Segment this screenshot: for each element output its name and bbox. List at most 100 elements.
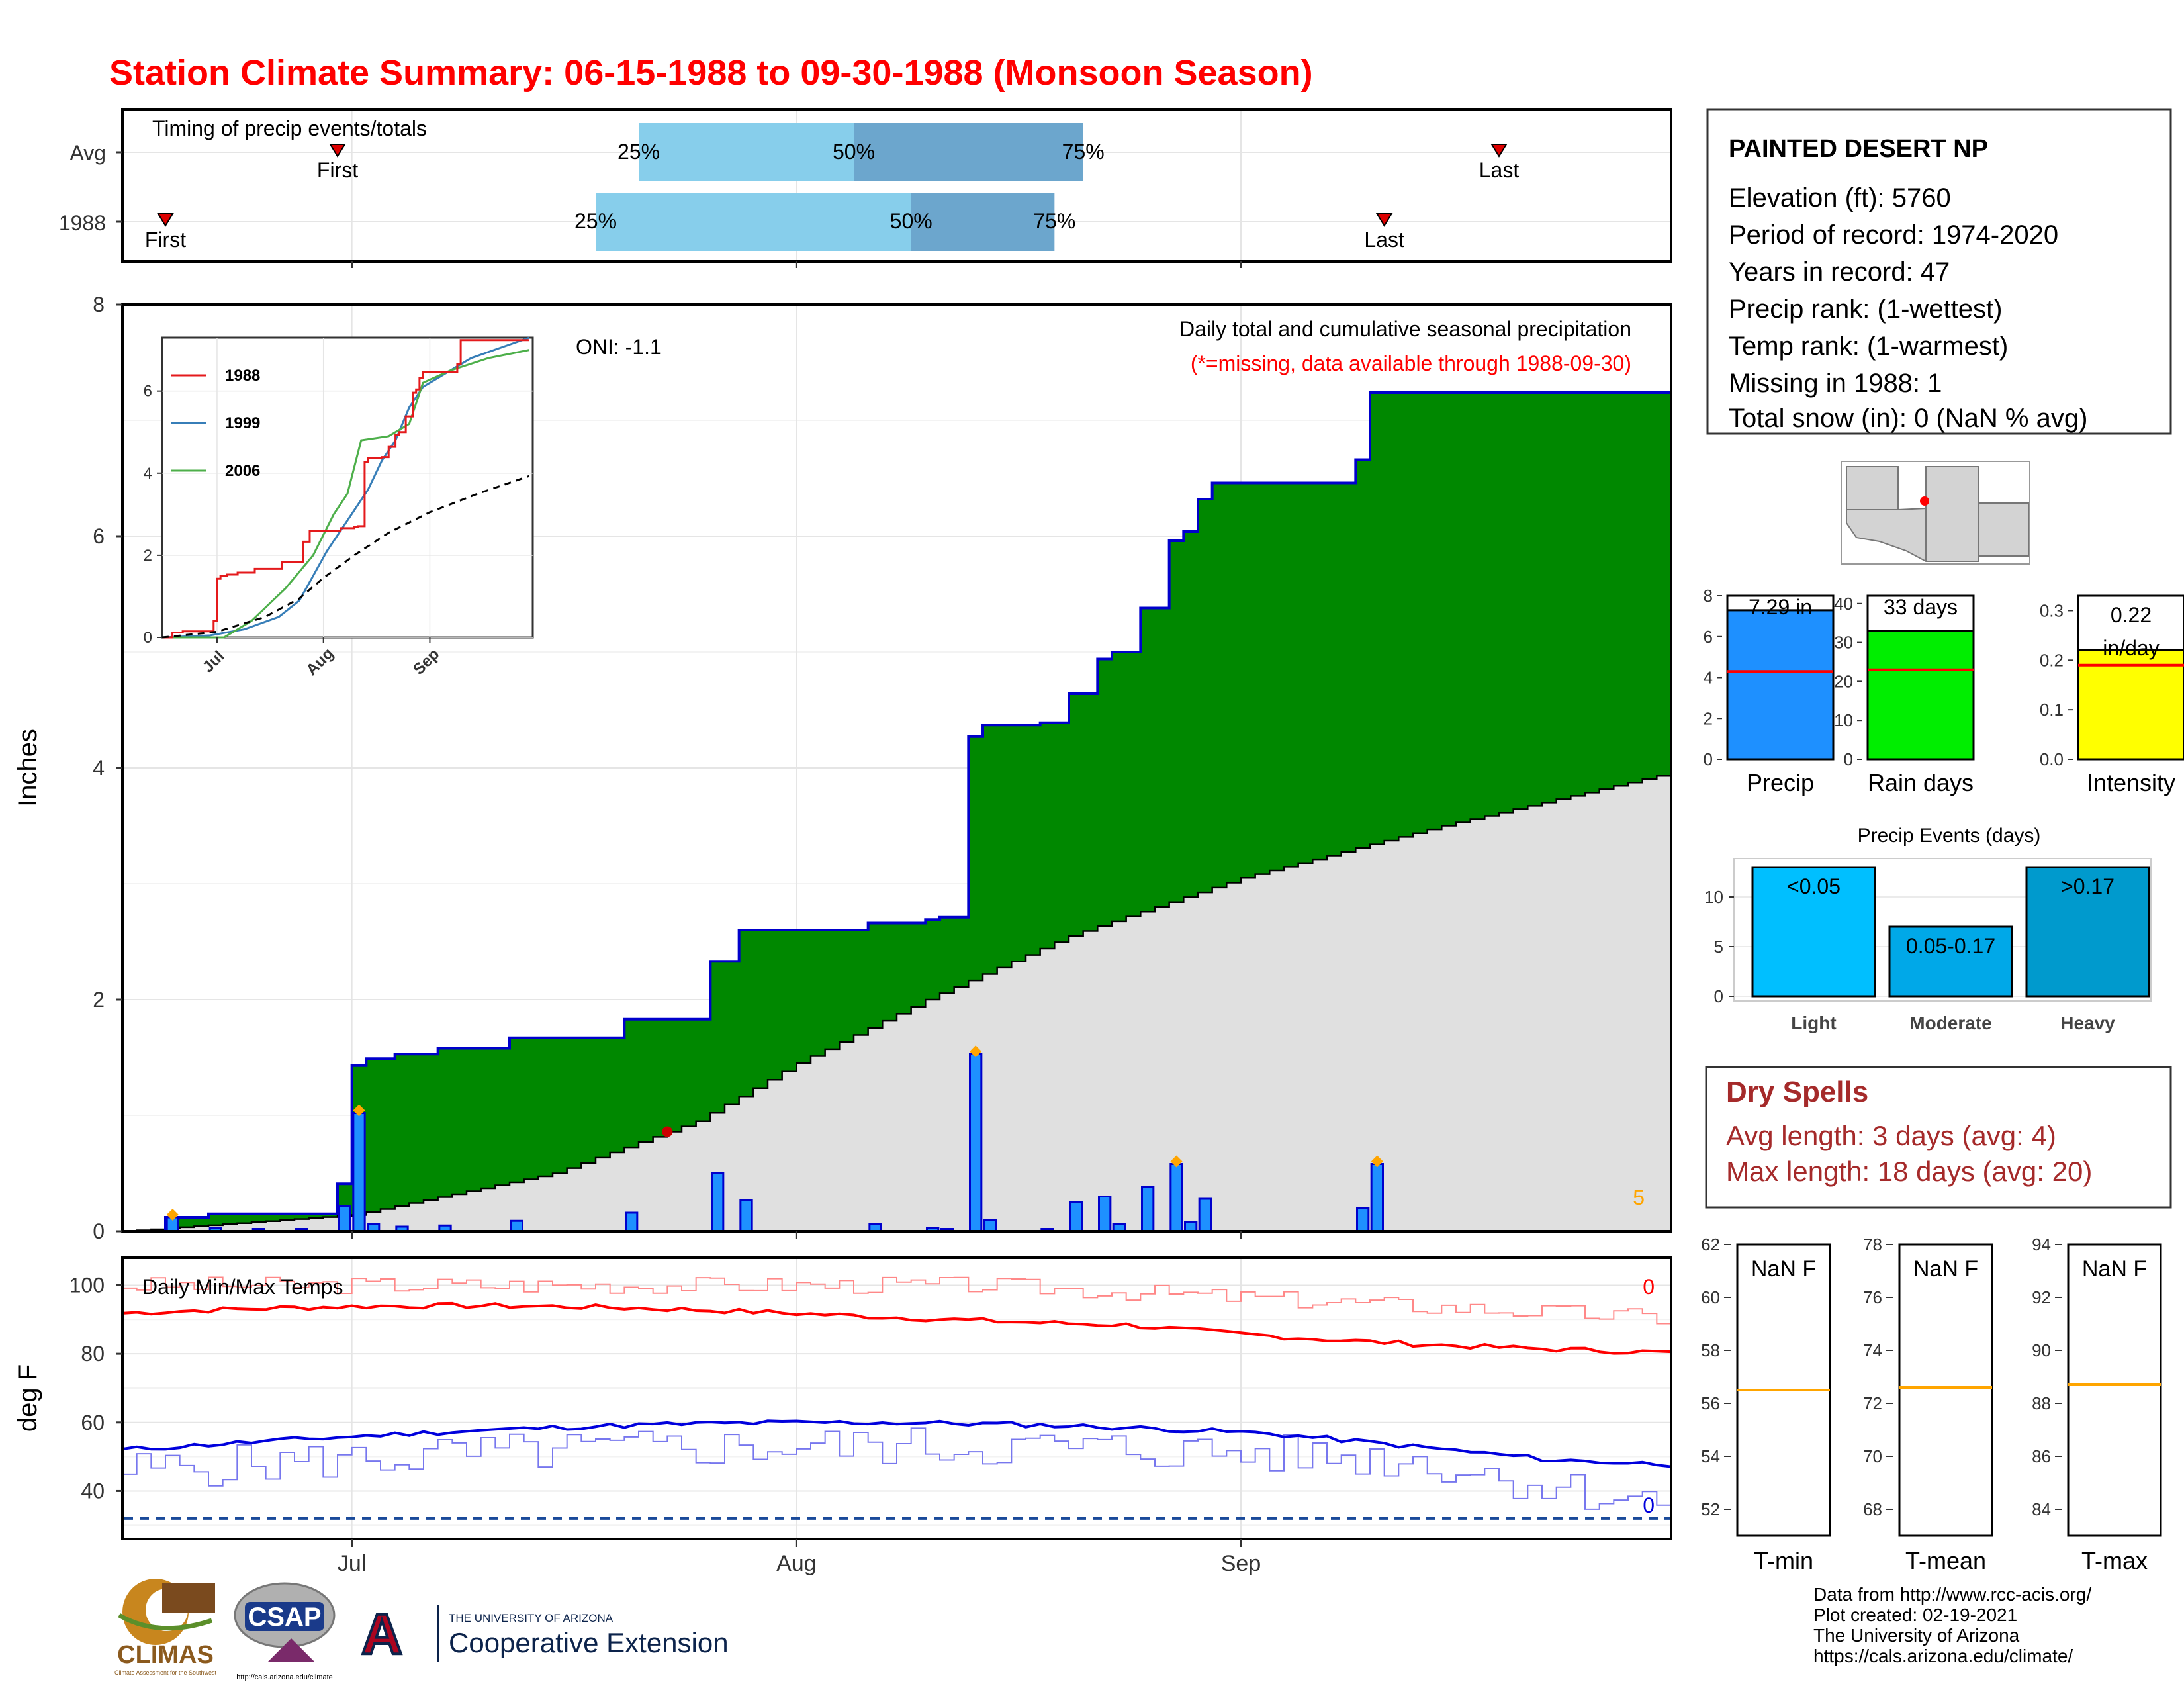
inset-legend-label: 1999 (225, 414, 260, 432)
csap-logo-mountain (268, 1638, 314, 1662)
daily-min-temp-line (122, 1427, 1672, 1510)
dry-spells-title: Dry Spells (1726, 1076, 1868, 1108)
tmax-missing-count: 0 (1643, 1275, 1655, 1299)
events-bar-text: 0.05-0.17 (1906, 934, 1995, 958)
ua-logo-letter: A (361, 1603, 402, 1666)
avg-cumulative-line (122, 775, 1671, 1233)
climas-logo-band (162, 1583, 215, 1613)
events-category-label: Heavy (2060, 1013, 2115, 1033)
avg-percentile-dot (662, 1126, 673, 1137)
daily-max-temp-line (122, 1276, 1672, 1325)
dry-spells-avg: Avg length: 3 days (avg: 4) (1726, 1120, 2056, 1151)
temp-summary-label: T-mean (1905, 1547, 1986, 1574)
summary-value-box (1866, 594, 1975, 632)
main-y-tick-label: 0 (93, 1219, 105, 1243)
daily-precip-bar (338, 1205, 352, 1233)
timing-marker-first (157, 213, 174, 227)
csap-logo-text: CSAP (248, 1603, 321, 1632)
temp-summary-tick-label: 76 (1863, 1288, 1882, 1307)
summary-bar-label: Precip (1747, 769, 1814, 796)
summary-y-tick-label: 0 (1704, 749, 1713, 769)
daily-precip-bar (1356, 1207, 1370, 1233)
events-y-tick-label: 0 (1714, 986, 1723, 1006)
temp-summary-tick-label: 94 (2032, 1235, 2051, 1254)
summary-bar (1726, 609, 1835, 761)
inset-y-tick-label: 4 (144, 465, 152, 483)
events-bar (2025, 866, 2150, 998)
max-precip-diamond (353, 1104, 365, 1117)
temp-summary-tick-label: 90 (2032, 1340, 2051, 1360)
main-y-tick-label: 6 (93, 524, 105, 548)
missing-note: (*=missing, data available through 1988-… (1191, 352, 1631, 375)
max-precip-diamond (970, 1045, 982, 1058)
credit-line: Plot created: 02-19-2021 (1813, 1605, 2017, 1625)
climas-logo: CLIMAS Climate Assessment for the Southw… (114, 1579, 217, 1676)
summary-y-tick-label: 40 (1834, 594, 1853, 614)
temp-chart: 40 60 80 100 Jul Aug Sep Daily Min/Max Temps d… (13, 1256, 1672, 1576)
timing-pct-label: 50% (890, 209, 933, 233)
inset-y-tick-label: 6 (144, 383, 152, 400)
precip-note: Daily total and cumulative seasonal prec… (1179, 317, 1631, 341)
daily-precip-bar (1069, 1201, 1083, 1233)
temp-y-tick-label: 60 (81, 1411, 105, 1434)
timing-marker-first (329, 144, 346, 158)
summary-y-tick-label: 0.3 (2040, 600, 2064, 620)
events-bar (1888, 925, 2013, 998)
summary-value-label: 33 days (1884, 595, 1958, 619)
avg-max-temp-line (122, 1301, 1672, 1355)
max-precip-diamond (1371, 1155, 1383, 1168)
daily-precip-bar (983, 1219, 997, 1233)
station-precip-rank: Precip rank: (1-wettest) (1729, 295, 2002, 324)
temp-summary-tick-label: 62 (1701, 1235, 1720, 1254)
temp-summary-value: NaN F (1751, 1256, 1816, 1282)
summary-y-tick-label: 0.1 (2040, 700, 2064, 720)
events-bar-text: <0.05 (1787, 874, 1841, 898)
ua-logo: A THE UNIVERSITY OF ARIZONA Cooperative … (359, 1601, 729, 1667)
temp-summary-tick-label: 74 (1863, 1340, 1882, 1360)
daily-precip-bar (1184, 1221, 1198, 1233)
events-bar-text: >0.17 (2061, 874, 2115, 898)
summary-value-label: 7.29 in (1749, 595, 1812, 619)
events-title: Precip Events (days) (1858, 825, 2041, 847)
summary-value-label: in/day (2103, 636, 2159, 660)
timing-pct-label: 50% (833, 140, 875, 164)
temp-summary-tick-label: 68 (1863, 1499, 1882, 1519)
timing-marker-label: Last (1364, 228, 1404, 252)
inset-legend-label: 1988 (225, 367, 260, 385)
summary-bar-label: Intensity (2087, 769, 2175, 796)
temp-summary-tick-label: 72 (1863, 1393, 1882, 1413)
summary-y-tick-label: 8 (1704, 586, 1713, 606)
cumulative-precip-line (122, 391, 1671, 1233)
oni-label: ONI: -1.1 (576, 335, 662, 359)
temp-y-tick-label: 80 (81, 1342, 105, 1366)
climas-logo-text: CLIMAS (117, 1641, 214, 1669)
timing-label: Timing of precip events/totals (152, 117, 427, 140)
credits: Data from http://www.rcc-acis.org/ Plot … (1813, 1584, 2091, 1666)
temp-summary-value: NaN F (2082, 1256, 2147, 1282)
station-name: PAINTED DESERT NP (1729, 135, 1988, 163)
main-y-tick-label: 2 (93, 988, 105, 1011)
map-station-marker (1920, 496, 1929, 506)
station-info-box: PAINTED DESERT NP Elevation (ft): 5760 P… (1706, 108, 2172, 435)
avg-cumulative-area (122, 776, 1671, 1231)
inset-series-1999 (161, 336, 530, 639)
timing-bar-upper (854, 123, 1083, 181)
timing-bar-upper (911, 193, 1055, 251)
credit-line: https://cals.arizona.edu/climate/ (1813, 1646, 2073, 1666)
missing-count: 5 (1633, 1186, 1645, 1209)
daily-precip-bar (625, 1211, 639, 1233)
daily-precip-bar (1370, 1163, 1385, 1233)
temp-summary-tick-label: 70 (1863, 1446, 1882, 1466)
temp-summary-tick-label: 58 (1701, 1340, 1720, 1360)
inset-y-tick-label: 2 (144, 547, 152, 565)
summary-value-label: 0.22 (2111, 603, 2152, 627)
daily-precip-bar (1169, 1163, 1183, 1233)
events-y-tick-label: 10 (1704, 887, 1723, 907)
avg-min-temp-line (122, 1419, 1672, 1468)
tmin-missing-count: 0 (1643, 1493, 1655, 1517)
month-tick-label: Sep (1221, 1551, 1261, 1576)
summary-y-tick-label: 0.0 (2040, 749, 2064, 769)
climas-logo-swoosh (118, 1613, 213, 1631)
timing-pct-label: 75% (1062, 140, 1105, 164)
